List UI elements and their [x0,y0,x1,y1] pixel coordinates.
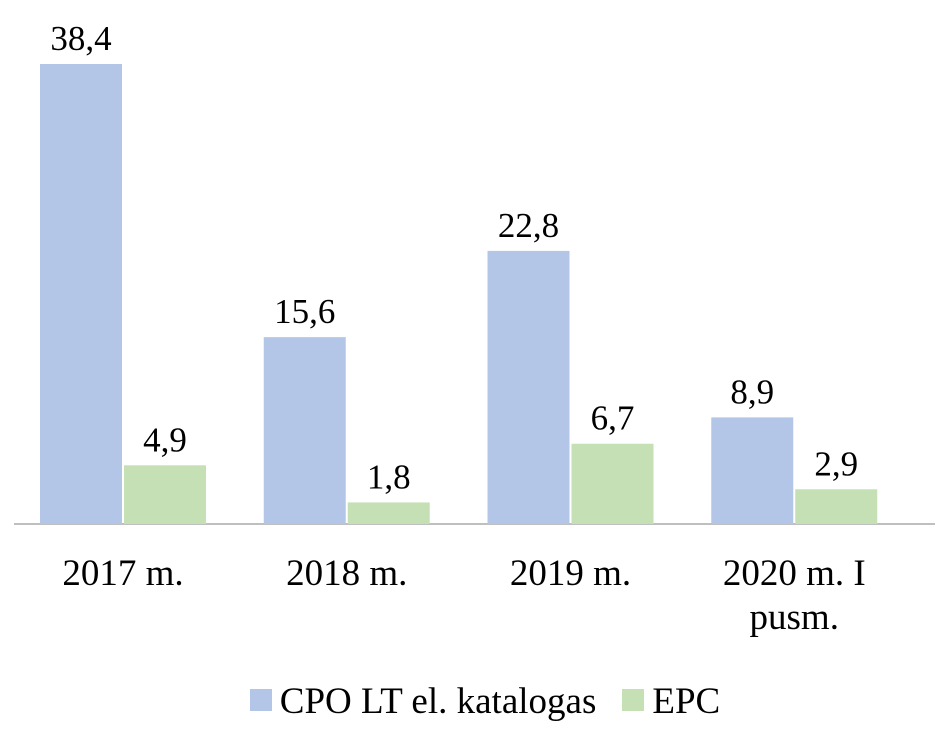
legend-swatch [622,689,645,711]
legend-swatch [249,689,272,711]
data-label: 1,8 [367,457,411,496]
data-label: 6,7 [591,399,635,438]
data-label: 15,6 [274,292,335,331]
bar [347,502,430,524]
bar [40,64,122,524]
legend-label: CPO LT el. katalogas [279,681,597,722]
data-label: 4,9 [143,420,187,459]
bar [487,250,570,524]
x-tick-label: 2018 m. [286,553,408,594]
legend: CPO LT el. katalogas EPC [0,680,944,723]
data-label: 38,4 [50,19,111,58]
data-label: 22,8 [498,206,559,245]
bar [124,465,206,524]
bar [711,417,794,524]
bar [571,443,654,524]
bar [263,337,346,524]
x-tick-label: 2017 m. [62,553,184,594]
x-tick-label: 2020 m. I pusm. [722,553,866,638]
data-label: 8,9 [730,372,774,411]
data-label: 2,9 [814,444,858,483]
x-tick-label: 2019 m. [509,553,632,594]
legend-label: EPC [652,681,721,722]
bar [795,489,878,524]
